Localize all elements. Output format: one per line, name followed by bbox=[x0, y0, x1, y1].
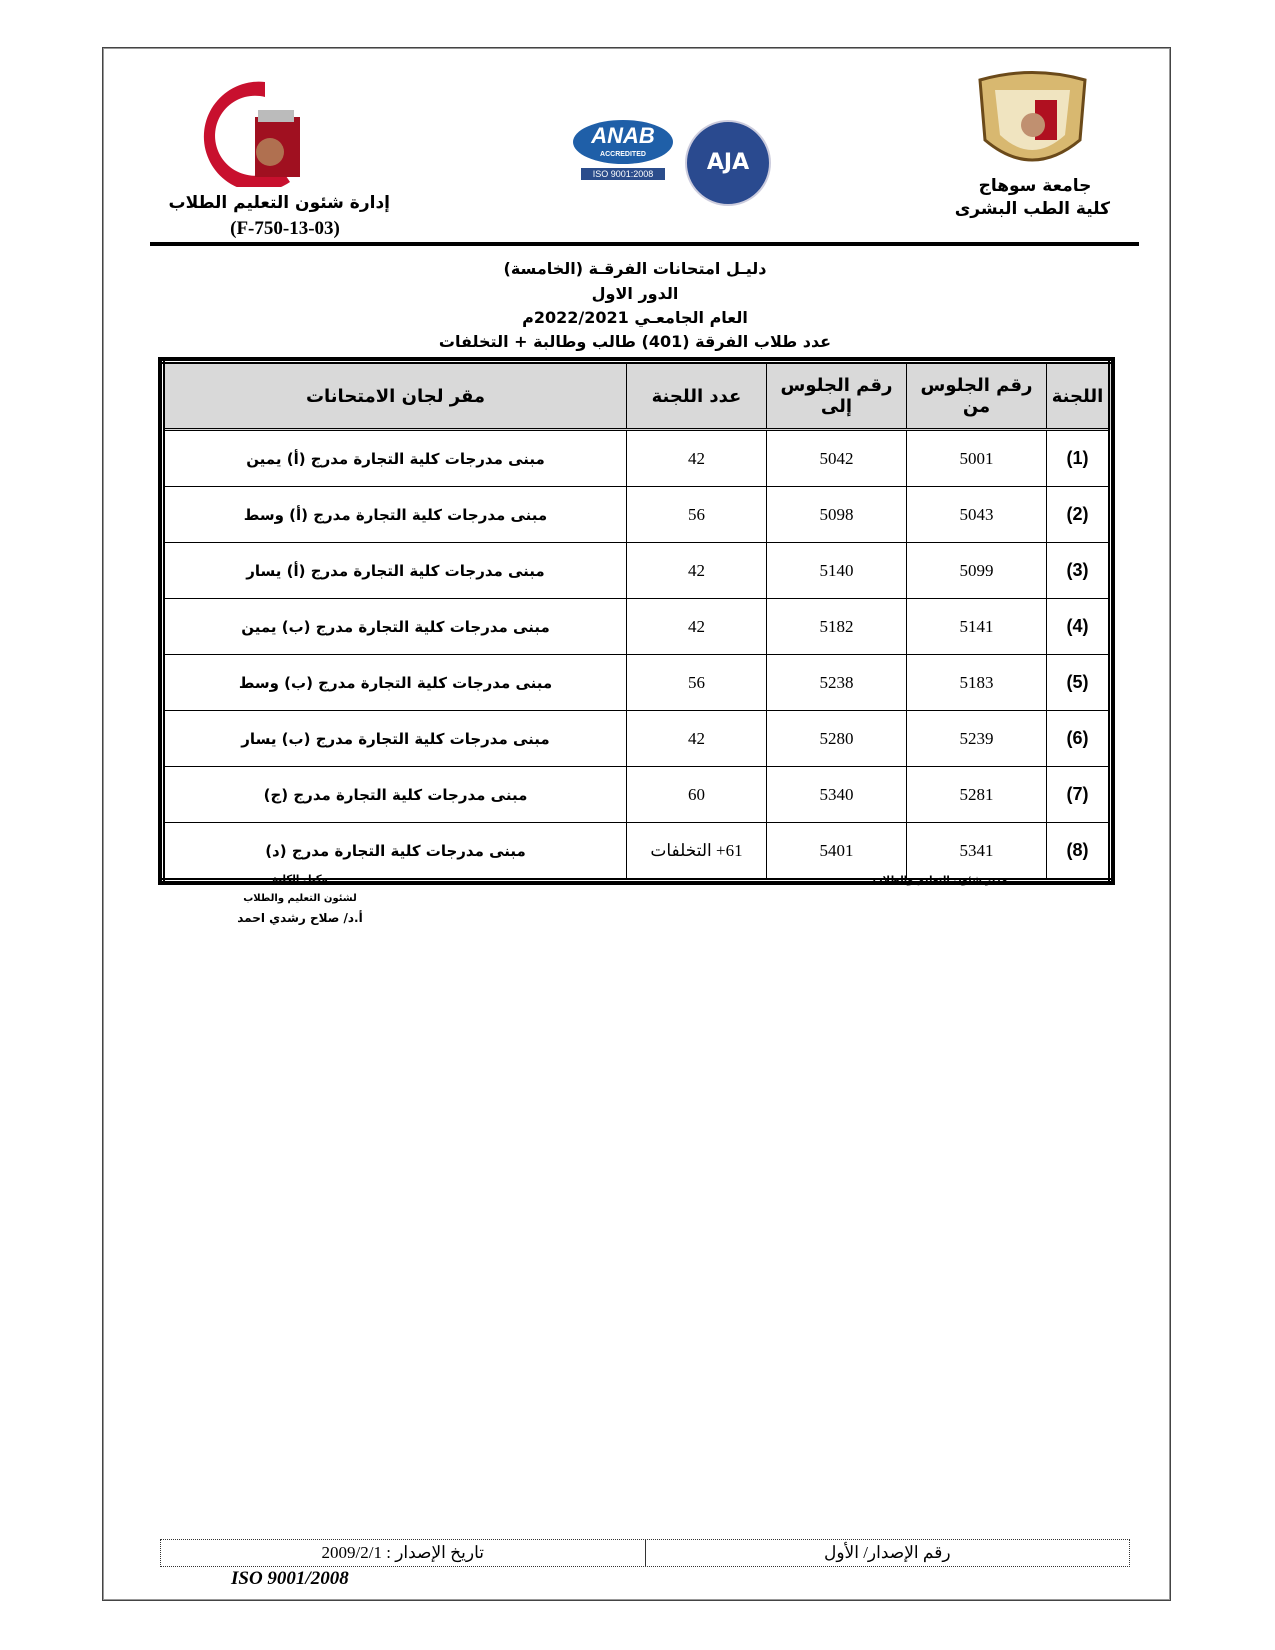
cell-count: 42 bbox=[626, 429, 767, 487]
footer-table: رقم الإصدار/ الأول تاريخ الإصدار : 2009/… bbox=[160, 1539, 1130, 1567]
issue-date: تاريخ الإصدار : 2009/2/1 bbox=[161, 1540, 646, 1566]
cell-venue: مبنى مدرجات كلية التجارة مدرج (أ) وسط bbox=[162, 486, 627, 543]
table-row: (8) 5341 5401 61+ التخلفات مبنى مدرجات كلية … bbox=[162, 822, 1111, 881]
table-row: (7) 5281 5340 60 مبنى مدرجات كلية التجارة مد… bbox=[162, 766, 1111, 823]
table-row: (5) 5183 5238 56 مبنى مدرجات كلية التجارة مد… bbox=[162, 654, 1111, 711]
sohag-medicine-logo bbox=[203, 81, 300, 187]
signature-director: مدير شئون التعليم والطلاب bbox=[872, 875, 1008, 886]
cell-venue: مبنى مدرجات كلية التجارة مدرج (د) bbox=[162, 822, 627, 881]
header-count: عدد اللجنة bbox=[626, 361, 767, 431]
cell-venue: مبنى مدرجات كلية التجارة مدرج (ب) يمين bbox=[162, 598, 627, 655]
anab-logo: ANAB ACCREDITED ISO 9001:2008 bbox=[573, 120, 673, 190]
page-border bbox=[102, 47, 1171, 1601]
cell-committee: (6) bbox=[1046, 710, 1111, 767]
cell-seat-from: 5183 bbox=[906, 654, 1047, 711]
cell-venue: مبنى مدرجات كلية التجارة مدرج (أ) يسار bbox=[162, 542, 627, 599]
cell-venue: مبنى مدرجات كلية التجارة مدرج (أ) يمين bbox=[162, 429, 627, 487]
cell-committee: (8) bbox=[1046, 822, 1111, 881]
table-header-row: اللجنة رقم الجلوس من رقم الجلوس إلى عدد … bbox=[162, 361, 1111, 431]
cell-seat-to: 5340 bbox=[766, 766, 907, 823]
university-name: جامعة سوهاج bbox=[978, 176, 1092, 196]
cell-seat-to: 5182 bbox=[766, 598, 907, 655]
header-seat-to: رقم الجلوس إلى bbox=[766, 361, 907, 431]
form-code: (F-750-13-03) bbox=[230, 218, 340, 239]
cell-seat-from: 5239 bbox=[906, 710, 1047, 767]
signature-vice-dean-dept: لشئون التعليم والطلاب bbox=[243, 893, 357, 904]
table-row: (4) 5141 5182 42 مبنى مدرجات كلية التجارة مد… bbox=[162, 598, 1111, 655]
cell-committee: (1) bbox=[1046, 429, 1111, 487]
dept-name: إدارة شئون التعليم الطلاب bbox=[168, 193, 391, 213]
cell-venue: مبنى مدرجات كلية التجارة مدرج (ب) يسار bbox=[162, 710, 627, 767]
exam-round: الدور الاول bbox=[591, 284, 679, 303]
student-count: عدد طلاب الفرقة (401) طالب وطالبة + التخ… bbox=[438, 332, 832, 351]
anab-iso: ISO 9001:2008 bbox=[581, 168, 665, 180]
doc-title: دليـل امتحانات الفرقـة (الخامسة) bbox=[503, 259, 767, 278]
sohag-university-crest bbox=[978, 71, 1087, 162]
anab-text: ANAB bbox=[591, 123, 655, 148]
cell-committee: (2) bbox=[1046, 486, 1111, 543]
cell-seat-to: 5280 bbox=[766, 710, 907, 767]
header-committee: اللجنة bbox=[1046, 361, 1111, 431]
cell-seat-to: 5140 bbox=[766, 542, 907, 599]
cell-venue: مبنى مدرجات كلية التجارة مدرج (ج) bbox=[162, 766, 627, 823]
cell-count: 61+ التخلفات bbox=[626, 822, 767, 881]
cell-seat-to: 5042 bbox=[766, 429, 907, 487]
cell-seat-from: 5281 bbox=[906, 766, 1047, 823]
faculty-name: كلية الطب البشرى bbox=[954, 199, 1110, 219]
header-seat-from: رقم الجلوس من bbox=[906, 361, 1047, 431]
cell-count: 42 bbox=[626, 542, 767, 599]
cell-count: 56 bbox=[626, 486, 767, 543]
cell-venue: مبنى مدرجات كلية التجارة مدرج (ب) وسط bbox=[162, 654, 627, 711]
issue-number: رقم الإصدار/ الأول bbox=[823, 1543, 951, 1562]
header-venue: مقر لجان الامتحانات bbox=[162, 361, 627, 431]
cell-committee: (4) bbox=[1046, 598, 1111, 655]
signature-vice-dean-name: أ.د/ صلاح رشدي احمد bbox=[237, 911, 363, 925]
cell-seat-from: 5099 bbox=[906, 542, 1047, 599]
academic-year: العام الجامعـي 2022/2021م bbox=[522, 308, 748, 327]
cell-count: 56 bbox=[626, 654, 767, 711]
cell-committee: (7) bbox=[1046, 766, 1111, 823]
table-row: (1) 5001 5042 42 مبنى مدرجات كلية التجارة مد… bbox=[162, 429, 1111, 487]
cell-committee: (3) bbox=[1046, 542, 1111, 599]
header-divider bbox=[150, 242, 1139, 246]
signature-vice-dean-title: وكيل الكلية bbox=[272, 874, 328, 885]
cell-count: 42 bbox=[626, 710, 767, 767]
cell-seat-from: 5141 bbox=[906, 598, 1047, 655]
table-row: (3) 5099 5140 42 مبنى مدرجات كلية التجارة مد… bbox=[162, 542, 1111, 599]
cell-count: 60 bbox=[626, 766, 767, 823]
cell-count: 42 bbox=[626, 598, 767, 655]
anab-accredited: ACCREDITED bbox=[600, 151, 646, 158]
aja-logo: AJA bbox=[685, 120, 771, 206]
cell-seat-to: 5238 bbox=[766, 654, 907, 711]
cell-committee: (5) bbox=[1046, 654, 1111, 711]
cell-seat-from: 5043 bbox=[906, 486, 1047, 543]
cell-seat-from: 5001 bbox=[906, 429, 1047, 487]
anab-oval: ANAB ACCREDITED bbox=[573, 120, 673, 164]
table-row: (2) 5043 5098 56 مبنى مدرجات كلية التجارة مد… bbox=[162, 486, 1111, 543]
cell-seat-to: 5401 bbox=[766, 822, 907, 881]
exam-committees-table: اللجنة رقم الجلوس من رقم الجلوس إلى عدد … bbox=[158, 357, 1115, 885]
table-row: (6) 5239 5280 42 مبنى مدرجات كلية التجارة مد… bbox=[162, 710, 1111, 767]
cell-seat-to: 5098 bbox=[766, 486, 907, 543]
cell-seat-from: 5341 bbox=[906, 822, 1047, 881]
iso-label: ISO 9001/2008 bbox=[231, 1568, 349, 1589]
